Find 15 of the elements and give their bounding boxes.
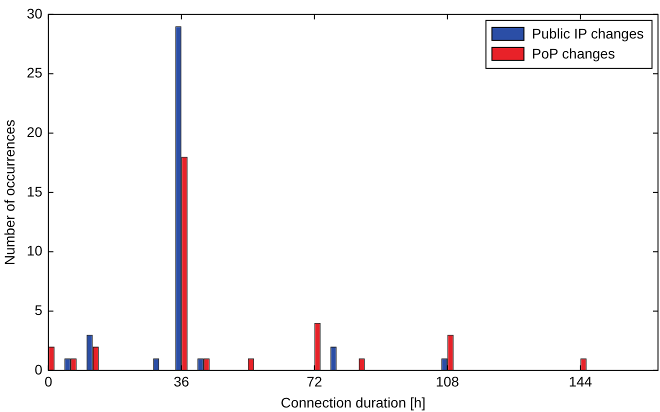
y-tick-label: 20	[26, 124, 43, 140]
y-tick-label: 10	[26, 242, 43, 259]
legend-label: PoP changes	[532, 45, 615, 62]
x-axis-title: Connection duration [h]	[280, 394, 426, 410]
x-tick-label: 36	[174, 374, 190, 390]
y-tick-label: 0	[34, 361, 43, 378]
y-tick-label: 5	[34, 302, 43, 318]
y-tick-label: 15	[26, 183, 43, 200]
x-tick-label: 72	[306, 374, 322, 390]
y-axis-title: Number of occurrences	[1, 120, 18, 266]
y-tick-label: 30	[26, 5, 43, 22]
y-tick-label: 25	[26, 64, 43, 81]
x-tick-label: 108	[436, 374, 460, 390]
legend-label: Public IP changes	[532, 25, 644, 42]
x-tick-label: 144	[568, 374, 592, 390]
